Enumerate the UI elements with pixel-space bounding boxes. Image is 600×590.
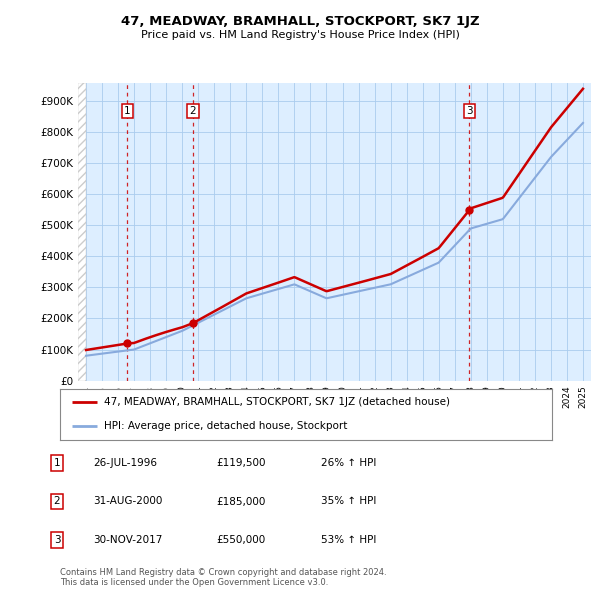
Text: Contains HM Land Registry data © Crown copyright and database right 2024.
This d: Contains HM Land Registry data © Crown c… [60, 568, 386, 587]
Text: 3: 3 [466, 106, 473, 116]
Text: 47, MEADWAY, BRAMHALL, STOCKPORT, SK7 1JZ (detached house): 47, MEADWAY, BRAMHALL, STOCKPORT, SK7 1J… [104, 397, 450, 407]
Text: 2: 2 [190, 106, 196, 116]
Text: £550,000: £550,000 [216, 535, 265, 545]
Text: 2: 2 [53, 497, 61, 506]
Text: £119,500: £119,500 [216, 458, 265, 468]
Text: Price paid vs. HM Land Registry's House Price Index (HPI): Price paid vs. HM Land Registry's House … [140, 30, 460, 40]
Text: £185,000: £185,000 [216, 497, 265, 506]
Text: 3: 3 [53, 535, 61, 545]
Text: 26% ↑ HPI: 26% ↑ HPI [321, 458, 376, 468]
Text: 30-NOV-2017: 30-NOV-2017 [93, 535, 163, 545]
Text: 1: 1 [53, 458, 61, 468]
Text: 1: 1 [124, 106, 131, 116]
Text: 35% ↑ HPI: 35% ↑ HPI [321, 497, 376, 506]
Text: 26-JUL-1996: 26-JUL-1996 [93, 458, 157, 468]
Text: 47, MEADWAY, BRAMHALL, STOCKPORT, SK7 1JZ: 47, MEADWAY, BRAMHALL, STOCKPORT, SK7 1J… [121, 15, 479, 28]
Text: 53% ↑ HPI: 53% ↑ HPI [321, 535, 376, 545]
Text: HPI: Average price, detached house, Stockport: HPI: Average price, detached house, Stoc… [104, 421, 347, 431]
Text: 31-AUG-2000: 31-AUG-2000 [93, 497, 163, 506]
